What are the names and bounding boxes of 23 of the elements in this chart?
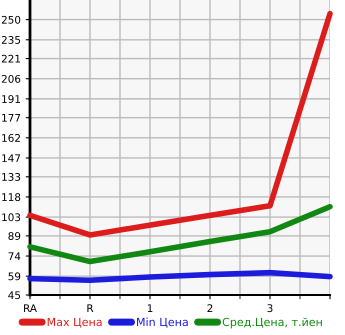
y-tick-label: 147 [2,154,20,162]
y-tick-label: 221 [2,54,20,63]
y-tick-label: 59 [8,272,20,280]
x-tick-label: 2 [207,304,212,312]
y-tick-label: 250 [2,16,20,24]
y-tick-label: 103 [2,213,20,222]
x-tick-label: RA [24,304,37,312]
y-tick-label: 206 [2,74,20,83]
y-tick-label: 235 [2,36,20,44]
x-tick-label: R [87,304,94,312]
legend-label: Сред.Цена, т.йен [222,318,322,328]
legend-label: Min Цена [137,318,188,328]
y-tick-label: 89 [8,232,20,240]
y-tick-label: 177 [2,114,20,122]
x-tick-label: 3 [267,304,272,312]
y-tick-label: 74 [8,252,20,260]
legend-label: Max Цена [48,318,102,328]
y-tick-label: 45 [8,291,20,300]
y-tick-label: 191 [2,95,20,103]
y-tick-label: 118 [2,193,20,202]
y-tick-label: 133 [2,173,20,181]
y-tick-label: 162 [2,134,20,142]
x-tick-label: 1 [148,304,152,312]
